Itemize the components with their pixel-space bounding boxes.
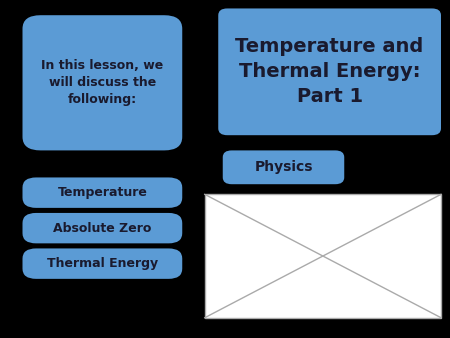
Text: Physics: Physics <box>254 160 313 174</box>
FancyBboxPatch shape <box>22 177 182 208</box>
FancyBboxPatch shape <box>218 8 441 135</box>
FancyBboxPatch shape <box>22 248 182 279</box>
Text: Absolute Zero: Absolute Zero <box>53 222 152 235</box>
Bar <box>205 194 441 318</box>
Text: Temperature: Temperature <box>58 186 147 199</box>
Text: Thermal Energy: Thermal Energy <box>47 257 158 270</box>
FancyBboxPatch shape <box>223 150 344 184</box>
FancyBboxPatch shape <box>22 213 182 243</box>
FancyBboxPatch shape <box>22 15 182 150</box>
Text: Temperature and
Thermal Energy:
Part 1: Temperature and Thermal Energy: Part 1 <box>235 37 424 106</box>
Text: In this lesson, we
will discuss the
following:: In this lesson, we will discuss the foll… <box>41 59 163 106</box>
